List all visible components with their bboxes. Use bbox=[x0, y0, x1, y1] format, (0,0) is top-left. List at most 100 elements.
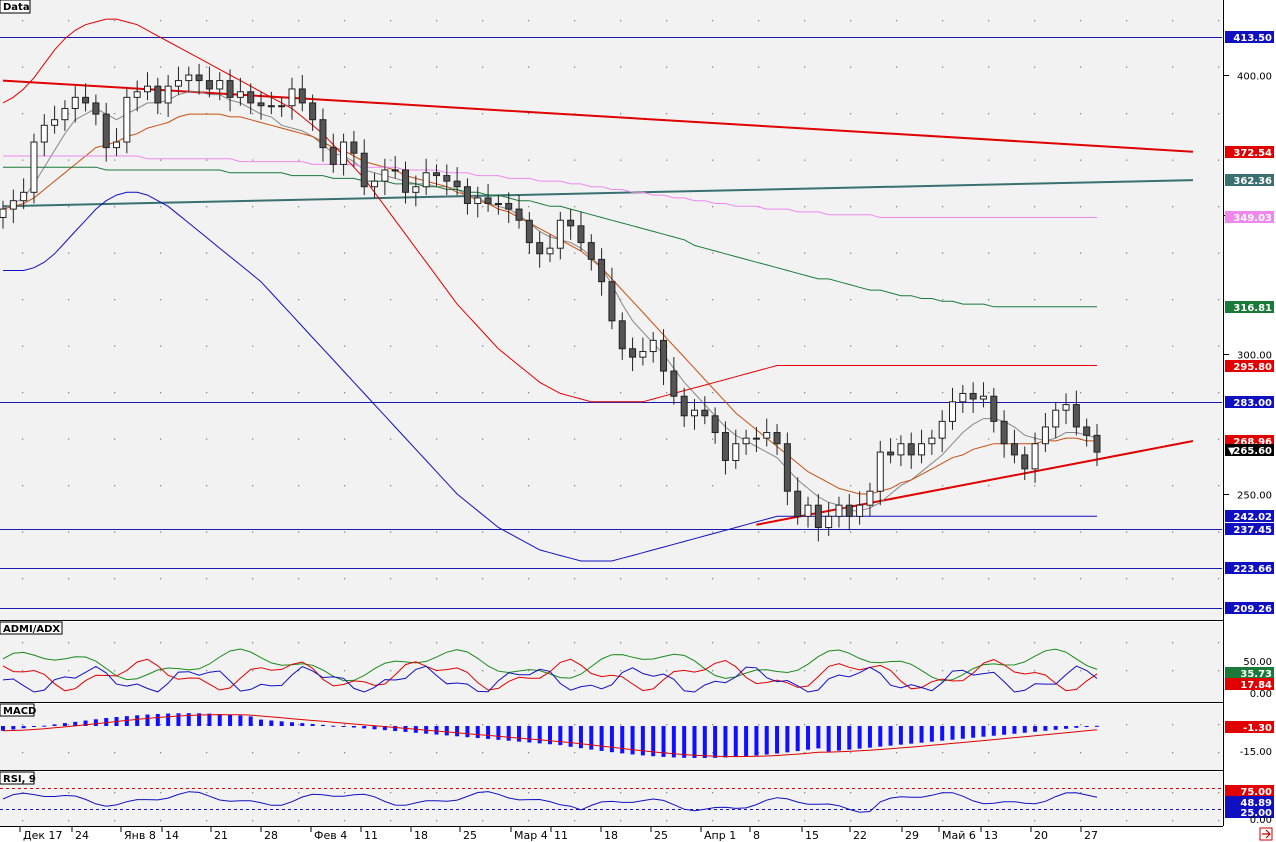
date-label: 11 bbox=[554, 829, 568, 842]
candle bbox=[30, 141, 38, 193]
candle bbox=[949, 401, 957, 422]
macd-bar bbox=[971, 726, 976, 738]
adx-badge: 17.84 bbox=[1225, 678, 1274, 691]
grid-dot bbox=[574, 299, 576, 301]
candle bbox=[20, 191, 28, 202]
candle bbox=[660, 339, 668, 372]
trendline bbox=[2, 179, 1194, 208]
grid-dot bbox=[850, 485, 852, 487]
grid-dot bbox=[850, 752, 852, 754]
grid-dot bbox=[160, 299, 162, 301]
candle bbox=[825, 515, 833, 529]
macd-bar bbox=[176, 713, 181, 726]
grid-dot bbox=[1218, 438, 1220, 440]
adx-panel: ADMI/ADX bbox=[0, 621, 1098, 693]
grid-dot bbox=[804, 392, 806, 394]
grid-dot bbox=[344, 792, 346, 794]
grid-dot bbox=[390, 392, 392, 394]
grid-dot bbox=[436, 206, 438, 208]
grid-dot bbox=[896, 206, 898, 208]
grid-dot bbox=[574, 438, 576, 440]
grid-dot bbox=[390, 642, 392, 644]
grid-dot bbox=[528, 438, 530, 440]
grid-dot bbox=[896, 438, 898, 440]
candle bbox=[866, 490, 874, 506]
candle bbox=[680, 395, 688, 417]
grid-dot bbox=[1034, 113, 1036, 115]
candle bbox=[567, 219, 575, 227]
grid-dot bbox=[114, 820, 116, 822]
grid-dot bbox=[252, 20, 254, 22]
badge-bg bbox=[1225, 678, 1274, 690]
grid-dot bbox=[528, 578, 530, 580]
value-badge: 349.03 bbox=[1225, 211, 1274, 224]
grid-dot bbox=[298, 252, 300, 254]
candle bbox=[887, 451, 895, 456]
price-axis: 400.00350.00300.00250.00413.50283.00237.… bbox=[1223, 31, 1274, 826]
badge-text: 48.89 bbox=[1240, 798, 1272, 809]
macd-bar bbox=[568, 726, 573, 747]
grid-dot bbox=[206, 299, 208, 301]
grid-dot bbox=[1172, 299, 1174, 301]
grid-dot bbox=[1172, 252, 1174, 254]
grid-dot bbox=[666, 485, 668, 487]
candle bbox=[236, 91, 244, 98]
grid-dot bbox=[620, 392, 622, 394]
grid-dot bbox=[574, 159, 576, 161]
date-label: 18 bbox=[604, 829, 618, 842]
grid-dot bbox=[160, 159, 162, 161]
macd-bar bbox=[981, 726, 986, 737]
grid-dot bbox=[528, 485, 530, 487]
grid-dot bbox=[804, 670, 806, 672]
macd-bar bbox=[775, 726, 780, 754]
grid-dot bbox=[620, 578, 622, 580]
macd-bar bbox=[548, 726, 552, 745]
trendline bbox=[756, 440, 1194, 526]
macd-bar bbox=[475, 726, 480, 739]
grid-dot bbox=[68, 670, 70, 672]
grid-dot bbox=[804, 252, 806, 254]
macd-bar bbox=[259, 719, 264, 726]
grid-dot bbox=[896, 531, 898, 533]
candle bbox=[298, 88, 306, 104]
grid-dot bbox=[1126, 113, 1128, 115]
date-label: Май 6 bbox=[942, 829, 976, 842]
candle bbox=[690, 409, 698, 417]
grid-dot bbox=[298, 670, 300, 672]
grid-dot bbox=[482, 670, 484, 672]
grid-dot bbox=[942, 531, 944, 533]
macd-bar bbox=[929, 726, 934, 742]
grid-dot bbox=[1126, 438, 1128, 440]
grid-dot bbox=[896, 66, 898, 68]
macd-bar bbox=[661, 726, 666, 757]
macd-bar bbox=[31, 726, 36, 727]
grid-dot bbox=[68, 299, 70, 301]
grid-dot bbox=[988, 252, 990, 254]
grid-dot bbox=[804, 299, 806, 301]
grid-dot bbox=[850, 66, 852, 68]
grid-dot bbox=[390, 113, 392, 115]
grid-dot bbox=[482, 299, 484, 301]
grid-dot bbox=[114, 792, 116, 794]
grid-dot bbox=[758, 642, 760, 644]
grid-dot bbox=[620, 113, 622, 115]
grid-dot bbox=[528, 113, 530, 115]
grid-dot bbox=[160, 820, 162, 822]
macd-bar bbox=[362, 726, 367, 729]
grid-dot bbox=[1172, 752, 1174, 754]
grid-dot bbox=[298, 345, 300, 347]
grid-dot bbox=[804, 438, 806, 440]
grid-dot bbox=[206, 724, 208, 726]
grid-dot bbox=[298, 159, 300, 161]
grid-dot bbox=[22, 531, 24, 533]
grid-dot bbox=[22, 670, 24, 672]
candle bbox=[92, 102, 100, 115]
grid-dot bbox=[206, 159, 208, 161]
badge-bg bbox=[1225, 360, 1274, 372]
grid-dot bbox=[252, 252, 254, 254]
grid-dot bbox=[620, 485, 622, 487]
panel-background-rsi bbox=[0, 772, 1222, 826]
grid-dot bbox=[68, 752, 70, 754]
grid-dot bbox=[160, 113, 162, 115]
candle bbox=[133, 91, 141, 98]
